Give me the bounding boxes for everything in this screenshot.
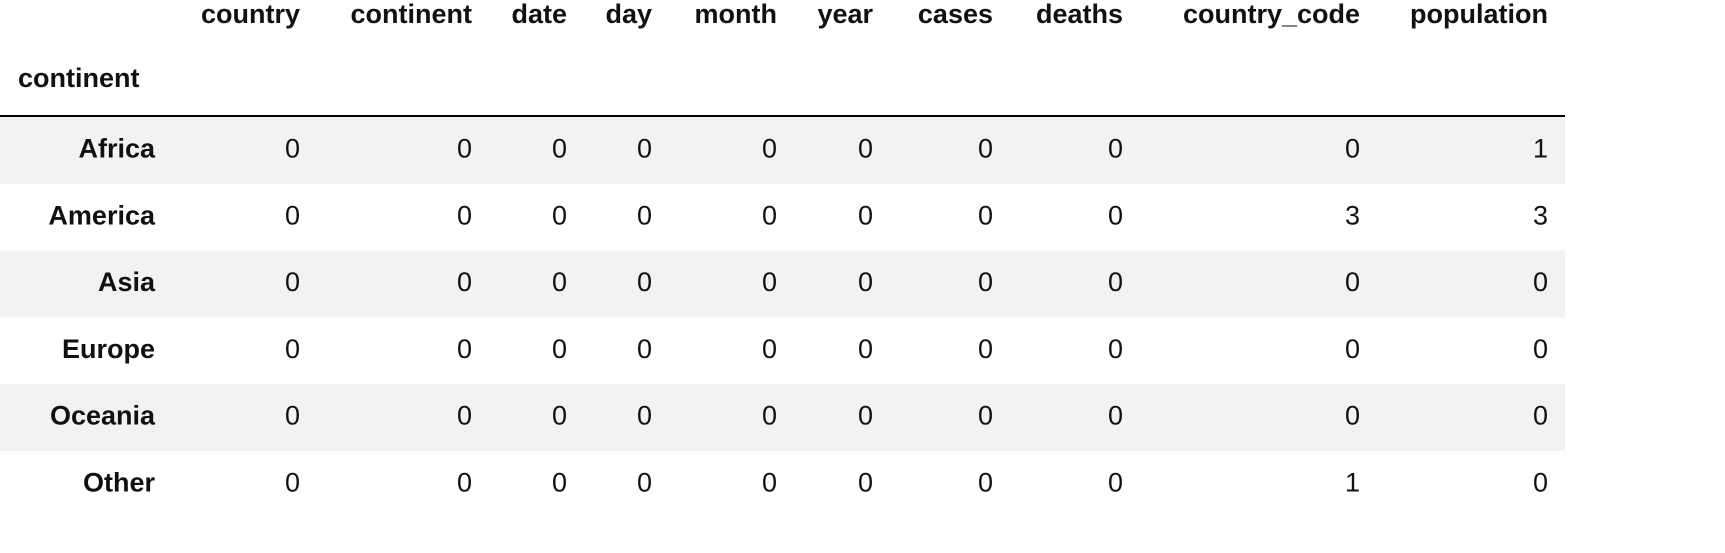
cell: 0 xyxy=(762,334,777,364)
cell: 0 xyxy=(858,200,873,230)
cell: 0 xyxy=(552,267,567,297)
cell: 0 xyxy=(978,334,993,364)
row-index: Asia xyxy=(98,267,156,297)
cell: 0 xyxy=(285,334,300,364)
row-stripe xyxy=(0,384,1565,451)
cell: 0 xyxy=(1108,468,1123,498)
cell: 3 xyxy=(1345,200,1360,230)
column-header: country xyxy=(201,0,300,29)
cell: 0 xyxy=(1345,401,1360,431)
cell: 0 xyxy=(1108,267,1123,297)
row-index: Africa xyxy=(78,134,156,164)
column-header: date xyxy=(511,0,567,29)
cell: 0 xyxy=(978,468,993,498)
column-header: day xyxy=(605,0,652,29)
cell: 0 xyxy=(457,334,472,364)
cell: 0 xyxy=(457,468,472,498)
cell: 0 xyxy=(637,267,652,297)
cell: 0 xyxy=(858,401,873,431)
cell: 0 xyxy=(457,401,472,431)
column-header: population xyxy=(1410,0,1548,29)
cell: 0 xyxy=(552,134,567,164)
cell: 0 xyxy=(978,267,993,297)
cell: 0 xyxy=(285,468,300,498)
cell: 0 xyxy=(285,267,300,297)
cell: 0 xyxy=(285,401,300,431)
cell: 0 xyxy=(457,267,472,297)
cell: 0 xyxy=(285,134,300,164)
cell: 0 xyxy=(637,401,652,431)
column-header: year xyxy=(817,0,873,29)
cell: 0 xyxy=(1533,468,1548,498)
cell: 0 xyxy=(858,267,873,297)
cell: 0 xyxy=(1108,200,1123,230)
cell: 0 xyxy=(762,401,777,431)
cell: 0 xyxy=(978,401,993,431)
column-header: continent xyxy=(351,0,473,29)
row-index: Europe xyxy=(62,334,155,364)
cell: 0 xyxy=(637,134,652,164)
cell: 1 xyxy=(1345,468,1360,498)
cell: 0 xyxy=(552,200,567,230)
row-index: America xyxy=(48,200,156,230)
cell: 0 xyxy=(637,200,652,230)
cell: 0 xyxy=(1533,267,1548,297)
index-name: continent xyxy=(18,63,140,93)
row-stripe xyxy=(0,250,1565,318)
cell: 0 xyxy=(1345,267,1360,297)
cell: 0 xyxy=(1345,134,1360,164)
column-header: country_code xyxy=(1183,0,1360,29)
cell: 0 xyxy=(762,468,777,498)
cell: 0 xyxy=(457,134,472,164)
cell: 0 xyxy=(858,468,873,498)
cell: 0 xyxy=(762,134,777,164)
cell: 0 xyxy=(858,134,873,164)
row-stripe xyxy=(0,117,1565,184)
row-index: Other xyxy=(83,468,156,498)
cell: 0 xyxy=(457,200,472,230)
cell: 0 xyxy=(1533,401,1548,431)
cell: 0 xyxy=(978,200,993,230)
cell: 0 xyxy=(1108,401,1123,431)
cell: 0 xyxy=(552,468,567,498)
cell: 0 xyxy=(858,334,873,364)
column-header: deaths xyxy=(1036,0,1123,29)
cell: 0 xyxy=(762,200,777,230)
cell: 0 xyxy=(1345,334,1360,364)
cell: 0 xyxy=(978,134,993,164)
row-index: Oceania xyxy=(50,401,156,431)
cell: 0 xyxy=(637,468,652,498)
cell: 0 xyxy=(1108,334,1123,364)
cell: 0 xyxy=(552,401,567,431)
cell: 0 xyxy=(552,334,567,364)
cell: 3 xyxy=(1533,200,1548,230)
cell: 0 xyxy=(762,267,777,297)
column-header: month xyxy=(695,0,777,29)
cell: 0 xyxy=(285,200,300,230)
cell: 1 xyxy=(1533,134,1548,164)
column-header: cases xyxy=(918,0,993,29)
cell: 0 xyxy=(1533,334,1548,364)
cell: 0 xyxy=(1108,134,1123,164)
cell: 0 xyxy=(637,334,652,364)
